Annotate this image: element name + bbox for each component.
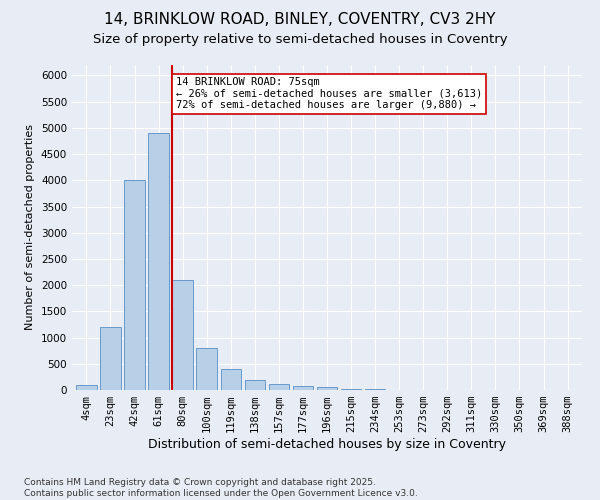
Y-axis label: Number of semi-detached properties: Number of semi-detached properties (25, 124, 35, 330)
Bar (124, 180, 145, 390)
Text: 14, BRINKLOW ROAD, BINLEY, COVENTRY, CV3 2HY: 14, BRINKLOW ROAD, BINLEY, COVENTRY, CV3… (104, 12, 496, 28)
Bar (317, 388, 337, 390)
Bar (221, 369, 241, 390)
Bar (293, 386, 313, 390)
Bar (196, 348, 217, 390)
Text: Size of property relative to semi-detached houses in Coventry: Size of property relative to semi-detach… (92, 32, 508, 46)
Bar (269, 384, 289, 390)
Bar (341, 389, 361, 390)
Bar (148, 133, 169, 390)
Bar (172, 280, 193, 390)
Bar (245, 380, 265, 390)
Text: 14 BRINKLOW ROAD: 75sqm
← 26% of semi-detached houses are smaller (3,613)
72% of: 14 BRINKLOW ROAD: 75sqm ← 26% of semi-de… (176, 77, 482, 110)
Bar (76, 385, 97, 390)
Bar (100, 327, 121, 390)
X-axis label: Distribution of semi-detached houses by size in Coventry: Distribution of semi-detached houses by … (148, 438, 506, 451)
Text: Contains HM Land Registry data © Crown copyright and database right 2025.
Contai: Contains HM Land Registry data © Crown c… (24, 478, 418, 498)
